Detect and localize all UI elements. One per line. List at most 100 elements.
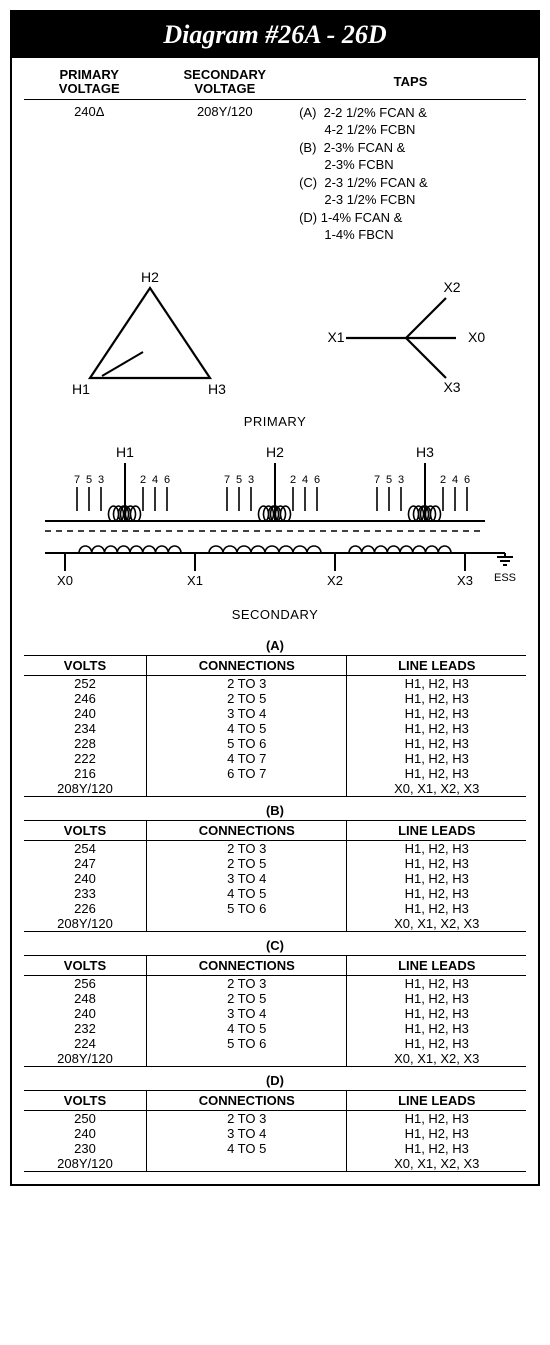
table-cell <box>146 916 347 932</box>
connection-table: VOLTSCONNECTIONSLINE LEADS2562 TO 3H1, H… <box>24 955 526 1067</box>
svg-text:H3: H3 <box>208 381 226 397</box>
hdr-col-secondary: SECONDARY VOLTAGE <box>155 66 296 99</box>
table-cell: 6 TO 7 <box>146 766 347 781</box>
table-cell: H1, H2, H3 <box>347 871 526 886</box>
table-cell <box>146 781 347 797</box>
table-row: 2462 TO 5H1, H2, H3 <box>24 691 526 706</box>
table-row: 2403 TO 4H1, H2, H3 <box>24 1126 526 1141</box>
table-caption: (C) <box>24 936 526 955</box>
table-cell: 240 <box>24 1126 146 1141</box>
svg-text:4: 4 <box>302 474 308 486</box>
table-cell: 4 TO 5 <box>146 886 347 901</box>
table-header: CONNECTIONS <box>146 820 347 840</box>
header-table: PRIMARY VOLTAGE SECONDARY VOLTAGE TAPS 2… <box>24 66 526 248</box>
table-header: LINE LEADS <box>347 655 526 675</box>
table-header: CONNECTIONS <box>146 955 347 975</box>
connection-table: VOLTSCONNECTIONSLINE LEADS2502 TO 3H1, H… <box>24 1090 526 1172</box>
svg-text:7: 7 <box>224 474 230 486</box>
table-row: 208Y/120X0, X1, X2, X3 <box>24 1051 526 1067</box>
table-cell: 2 TO 5 <box>146 691 347 706</box>
primary-label: PRIMARY <box>24 414 526 429</box>
svg-text:X1: X1 <box>327 329 344 345</box>
table-header: LINE LEADS <box>347 820 526 840</box>
table-row: 208Y/120X0, X1, X2, X3 <box>24 1156 526 1172</box>
table-row: 208Y/120 X0, X1, X2, X3 <box>24 916 526 932</box>
secondary-label: SECONDARY <box>24 607 526 622</box>
svg-text:5: 5 <box>386 474 392 486</box>
table-cell: 247 <box>24 856 146 871</box>
svg-text:6: 6 <box>464 474 470 486</box>
svg-text:H2: H2 <box>141 269 159 285</box>
table-cell: 4 TO 5 <box>146 1021 347 1036</box>
table-cell: H1, H2, H3 <box>347 901 526 916</box>
table-row: 2482 TO 5H1, H2, H3 <box>24 991 526 1006</box>
table-row: 2522 TO 3H1, H2, H3 <box>24 675 526 691</box>
svg-text:H1: H1 <box>116 444 134 460</box>
table-cell: 5 TO 6 <box>146 736 347 751</box>
table-cell: X0, X1, X2, X3 <box>347 1051 526 1067</box>
table-cell: H1, H2, H3 <box>347 1021 526 1036</box>
table-cell: 246 <box>24 691 146 706</box>
table-cell: 228 <box>24 736 146 751</box>
table-cell: 5 TO 6 <box>146 1036 347 1051</box>
table-header: LINE LEADS <box>347 1090 526 1110</box>
svg-text:7: 7 <box>374 474 380 486</box>
table-header: CONNECTIONS <box>146 655 347 675</box>
table-cell: 2 TO 3 <box>146 840 347 856</box>
taps-list: (A) 2-2 1/2% FCAN & 4-2 1/2% FCBN(B) 2-3… <box>295 99 526 248</box>
table-row: 2403 TO 4H1, H2, H3 <box>24 1006 526 1021</box>
secondary-voltage: 208Y/120 <box>155 99 296 248</box>
table-cell: 226 <box>24 901 146 916</box>
table-cell <box>146 1156 347 1172</box>
table-header: VOLTS <box>24 820 146 840</box>
table-cell: 3 TO 4 <box>146 1006 347 1021</box>
table-row: 2542 TO 3H1, H2, H3 <box>24 840 526 856</box>
table-cell: 256 <box>24 975 146 991</box>
connection-table: VOLTSCONNECTIONSLINE LEADS2522 TO 3H1, H… <box>24 655 526 797</box>
hdr-col-primary: PRIMARY VOLTAGE <box>24 66 155 99</box>
svg-text:5: 5 <box>236 474 242 486</box>
hdr-col-taps: TAPS <box>295 66 526 99</box>
svg-text:5: 5 <box>86 474 92 486</box>
table-cell: 208Y/120 <box>24 916 146 932</box>
table-cell: 3 TO 4 <box>146 706 347 721</box>
table-cell: H1, H2, H3 <box>347 1036 526 1051</box>
table-cell: X0, X1, X2, X3 <box>347 781 526 797</box>
table-cell: 216 <box>24 766 146 781</box>
table-row: 2502 TO 3H1, H2, H3 <box>24 1110 526 1126</box>
table-row: 2304 TO 5H1, H2, H3 <box>24 1141 526 1156</box>
table-header: VOLTS <box>24 1090 146 1110</box>
table-cell: X0, X1, X2, X3 <box>347 916 526 932</box>
primary-voltage: 240Δ <box>24 99 155 248</box>
table-row: 2472 TO 5H1, H2, H3 <box>24 856 526 871</box>
table-cell: 233 <box>24 886 146 901</box>
svg-text:H2: H2 <box>266 444 284 460</box>
table-cell: H1, H2, H3 <box>347 1006 526 1021</box>
table-header: CONNECTIONS <box>146 1090 347 1110</box>
table-cell: 208Y/120 <box>24 781 146 797</box>
table-cell: H1, H2, H3 <box>347 1126 526 1141</box>
table-cell: 224 <box>24 1036 146 1051</box>
table-caption: (A) <box>24 636 526 655</box>
table-cell: H1, H2, H3 <box>347 991 526 1006</box>
svg-text:X1: X1 <box>187 573 203 588</box>
svg-text:3: 3 <box>398 474 404 486</box>
table-cell: H1, H2, H3 <box>347 751 526 766</box>
table-cell: H1, H2, H3 <box>347 706 526 721</box>
svg-text:X0: X0 <box>468 329 485 345</box>
table-row: 2324 TO 5H1, H2, H3 <box>24 1021 526 1036</box>
table-cell: 2 TO 3 <box>146 1110 347 1126</box>
table-cell: 230 <box>24 1141 146 1156</box>
symbol-row: H2 H1 H3 X1 X2 X0 X3 <box>24 268 526 408</box>
table-row: 2562 TO 3H1, H2, H3 <box>24 975 526 991</box>
svg-text:ESS: ESS <box>494 572 516 584</box>
table-cell: 2 TO 3 <box>146 975 347 991</box>
connection-table: VOLTSCONNECTIONSLINE LEADS2542 TO 3H1, H… <box>24 820 526 932</box>
svg-text:X3: X3 <box>443 379 460 395</box>
table-header: LINE LEADS <box>347 955 526 975</box>
table-cell: H1, H2, H3 <box>347 675 526 691</box>
table-cell: H1, H2, H3 <box>347 1110 526 1126</box>
svg-text:3: 3 <box>248 474 254 486</box>
table-row: 2224 TO 7H1, H2, H3 <box>24 751 526 766</box>
table-cell: H1, H2, H3 <box>347 1141 526 1156</box>
